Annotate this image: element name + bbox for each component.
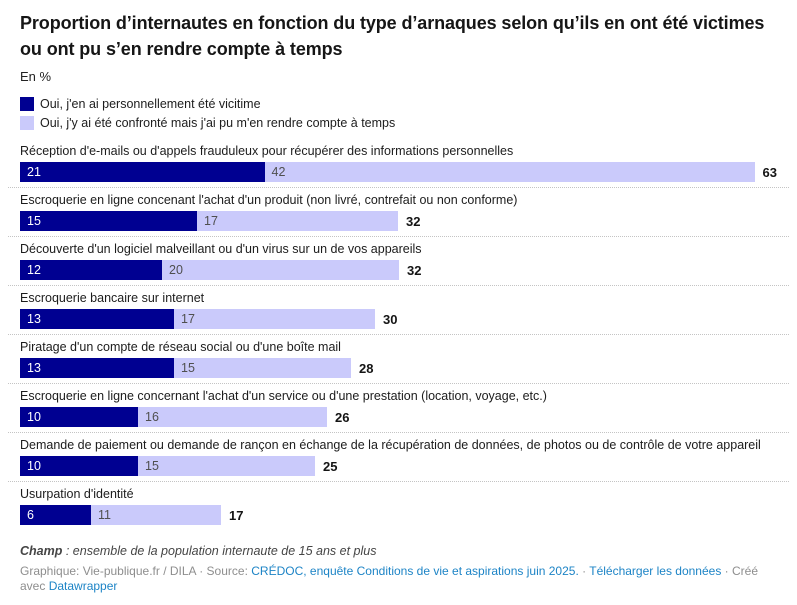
bar-value-label: 17 <box>204 214 218 228</box>
bar-value-label: 12 <box>27 263 41 277</box>
bar-value-label: 11 <box>98 508 111 522</box>
bar-track: 10 16 26 <box>20 407 777 427</box>
footer-credit: Graphique: Vie-publique.fr / DILA · Sour… <box>20 564 777 594</box>
bar-segment-victime: 13 <box>20 358 174 378</box>
bar-track: 15 17 32 <box>20 211 777 231</box>
bar-segment-compte-a-temps: 15 <box>174 358 351 378</box>
bar-segment-victime: 15 <box>20 211 197 231</box>
legend-label: Oui, j'en ai personnellement été vicitim… <box>40 97 261 111</box>
bar-track: 6 11 17 <box>20 505 777 525</box>
legend-item: Oui, j'y ai été confronté mais j'ai pu m… <box>20 116 777 130</box>
bar-segment-victime: 6 <box>20 505 91 525</box>
bar-value-label: 10 <box>27 459 41 473</box>
bar-value-label: 13 <box>27 312 41 326</box>
footer: Champ : ensemble de la population intern… <box>20 543 777 594</box>
created-with-text: · Créé avec <box>20 564 759 593</box>
bar-value-label: 20 <box>169 263 183 277</box>
bar-track: 12 20 32 <box>20 260 777 280</box>
datawrapper-link[interactable]: Datawrapper <box>48 579 118 593</box>
unit-label: En % <box>20 69 52 84</box>
bar-segment-compte-a-temps: 42 <box>264 162 755 182</box>
bar-value-label: 15 <box>181 361 195 375</box>
category-label: Escroquerie en ligne concenant l'achat d… <box>20 193 518 207</box>
bar-segment-compte-a-temps: 11 <box>91 505 221 525</box>
category-label: Escroquerie en ligne concernant l'achat … <box>20 389 547 403</box>
bar-track: 13 17 30 <box>20 309 777 329</box>
bar-total-label: 32 <box>406 213 421 229</box>
bar-segment-compte-a-temps: 17 <box>174 309 375 329</box>
footer-note-text: : ensemble de la population internaute d… <box>62 544 377 558</box>
bar-value-label: 15 <box>145 459 159 473</box>
chart-row: Escroquerie en ligne concenant l'achat d… <box>8 188 789 237</box>
bar-segment-victime: 21 <box>20 162 265 182</box>
page-title: Proportion d’internautes en fonction du … <box>20 13 765 59</box>
footer-note: Champ : ensemble de la population intern… <box>20 543 777 559</box>
bar-value-label: 21 <box>27 165 41 179</box>
bar-track: 10 15 25 <box>20 456 777 476</box>
source-link[interactable]: CRÉDOC, enquête Conditions de vie et asp… <box>251 564 579 578</box>
chart-row: Escroquerie bancaire sur internet 13 17 30 <box>8 286 789 335</box>
category-label: Découverte d'un logiciel malveillant ou … <box>20 242 422 256</box>
category-label: Usurpation d'identité <box>20 487 134 501</box>
bar-total-label: 32 <box>407 262 422 278</box>
chart-row: Piratage d'un compte de réseau social ou… <box>8 335 789 384</box>
bar-total-label: 28 <box>359 360 374 376</box>
bar-value-label: 6 <box>27 508 34 522</box>
bar-track: 21 42 63 <box>20 162 777 182</box>
bar-total-label: 17 <box>229 507 244 523</box>
legend-item: Oui, j'en ai personnellement été vicitim… <box>20 97 777 111</box>
bar-value-label: 16 <box>145 410 159 424</box>
legend-label: Oui, j'y ai été confronté mais j'ai pu m… <box>40 116 396 130</box>
legend-swatch-icon <box>20 97 34 111</box>
chart-row: Escroquerie en ligne concernant l'achat … <box>8 384 789 433</box>
category-label: Escroquerie bancaire sur internet <box>20 291 205 305</box>
bar-total-label: 25 <box>323 458 338 474</box>
bar-segment-victime: 13 <box>20 309 174 329</box>
bar-value-label: 42 <box>271 165 286 179</box>
bar-total-label: 26 <box>335 409 350 425</box>
credit-prefix: Graphique: Vie-publique.fr / DILA · Sour… <box>20 564 252 578</box>
stacked-bar-chart: Réception d'e-mails ou d'appels fraudule… <box>8 139 789 530</box>
category-label: Demande de paiement ou demande de rançon… <box>20 438 761 452</box>
bar-value-label: 13 <box>27 361 41 375</box>
bar-segment-compte-a-temps: 17 <box>197 211 398 231</box>
bar-segment-victime: 10 <box>20 407 138 427</box>
bar-segment-victime: 12 <box>20 260 162 280</box>
chart-row: Usurpation d'identité 6 11 17 <box>8 482 789 530</box>
chart-row: Découverte d'un logiciel malveillant ou … <box>8 237 789 286</box>
legend: Oui, j'en ai personnellement été vicitim… <box>20 97 777 130</box>
footer-note-label: Champ <box>20 544 63 558</box>
category-label: Piratage d'un compte de réseau social ou… <box>20 340 341 354</box>
chart-row: Réception d'e-mails ou d'appels fraudule… <box>8 139 789 188</box>
legend-swatch-icon <box>20 116 34 130</box>
download-data-link[interactable]: Télécharger les données <box>589 564 722 578</box>
bar-value-label: 10 <box>27 410 41 424</box>
bar-total-label: 63 <box>762 164 777 180</box>
category-label: Réception d'e-mails ou d'appels fraudule… <box>20 144 514 158</box>
chart-row: Demande de paiement ou demande de rançon… <box>8 433 789 482</box>
bar-track: 13 15 28 <box>20 358 777 378</box>
bar-segment-victime: 10 <box>20 456 138 476</box>
bar-total-label: 30 <box>383 311 398 327</box>
bar-segment-compte-a-temps: 20 <box>162 260 399 280</box>
bar-segment-compte-a-temps: 16 <box>138 407 327 427</box>
credit-separator-1: · <box>578 564 590 578</box>
bar-value-label: 17 <box>181 312 195 326</box>
bar-segment-compte-a-temps: 15 <box>138 456 315 476</box>
bar-value-label: 15 <box>27 214 41 228</box>
